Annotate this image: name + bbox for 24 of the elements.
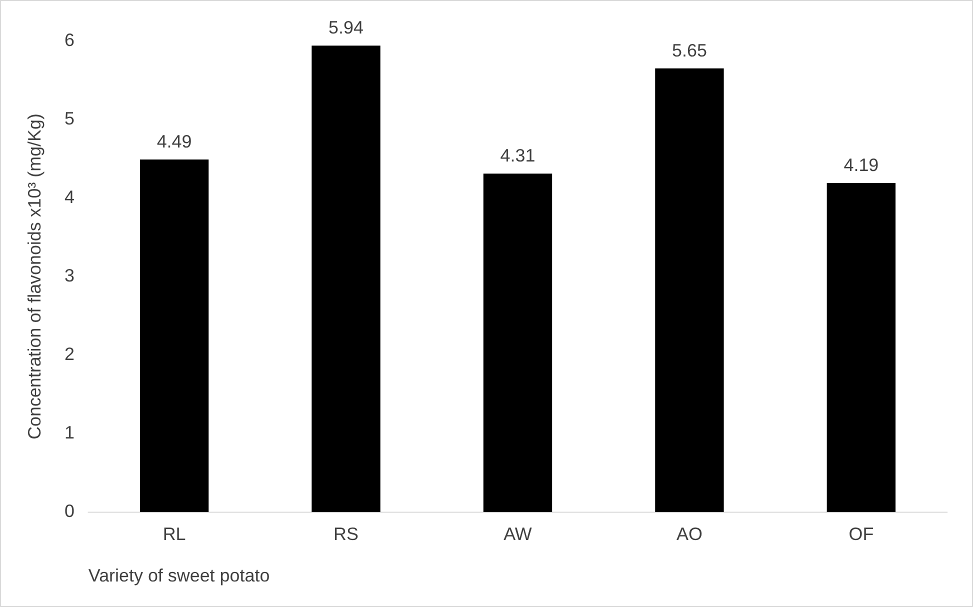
y-tick-label: 1 — [64, 422, 74, 443]
y-tick-label: 0 — [64, 501, 74, 522]
x-tick-label: OF — [848, 524, 874, 544]
data-label: 4.19 — [844, 155, 879, 176]
x-tick-label: AW — [504, 524, 532, 544]
x-tick-label: RL — [162, 524, 186, 544]
x-tick-label: AO — [676, 524, 702, 544]
y-tick-label: 2 — [64, 344, 74, 364]
bar — [826, 183, 896, 512]
data-label: 5.65 — [672, 40, 707, 60]
y-tick-label: 5 — [64, 108, 74, 128]
data-label: 4.31 — [500, 146, 536, 166]
bar — [655, 68, 724, 512]
x-tick-label: RS — [334, 524, 359, 544]
data-label: 5.94 — [328, 18, 364, 38]
data-label: 4.49 — [156, 131, 192, 152]
bar — [483, 174, 552, 512]
y-tick-label: 3 — [64, 265, 74, 286]
bar — [312, 46, 380, 512]
y-tick-label: 6 — [64, 30, 74, 50]
x-axis-title: Variety of sweet potato — [88, 565, 270, 586]
bar — [140, 159, 209, 512]
y-tick-label: 4 — [64, 186, 74, 207]
y-axis-title: Concentration of flavonoids x10³ (mg/Kg) — [24, 114, 45, 440]
